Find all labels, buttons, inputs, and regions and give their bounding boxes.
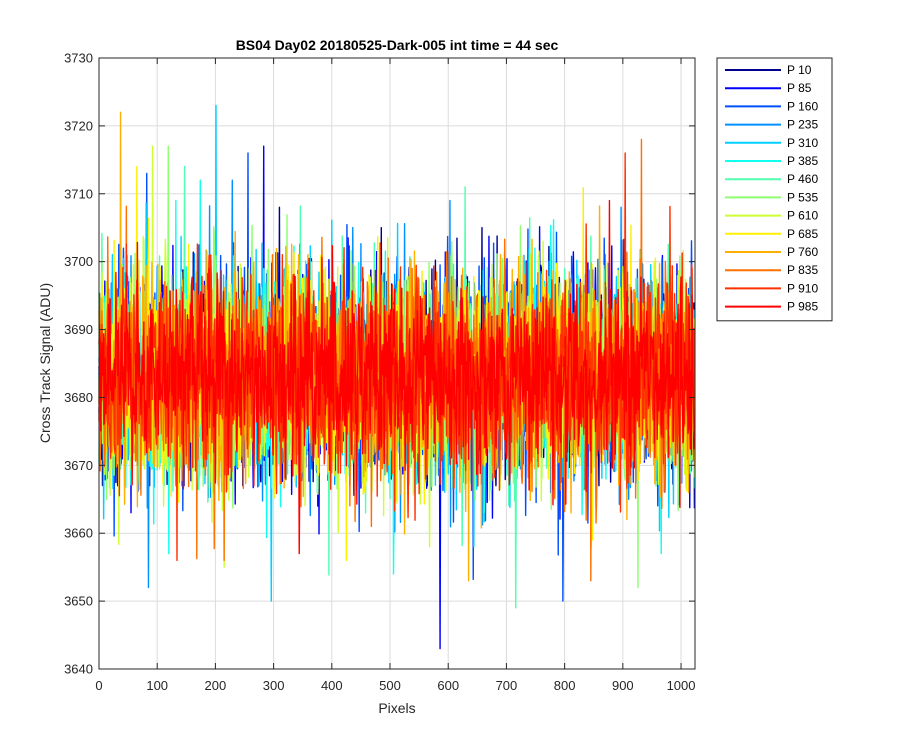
plot-frame xyxy=(98,57,696,670)
x-tick-label: 600 xyxy=(437,678,459,693)
series-lines xyxy=(98,104,696,650)
y-tick-label: 3670 xyxy=(64,458,93,473)
legend-entry: P 835 xyxy=(787,263,818,277)
legend-entry: P 160 xyxy=(787,99,818,113)
x-tick-label: 500 xyxy=(379,678,401,693)
y-tick-label: 3690 xyxy=(64,322,93,337)
y-tick-label: 3650 xyxy=(64,594,93,609)
legend-box xyxy=(716,57,833,322)
x-tick-label: 200 xyxy=(205,678,227,693)
legend-entry: P 385 xyxy=(787,154,818,168)
x-tick-label: 400 xyxy=(321,678,343,693)
legend-entry: P 985 xyxy=(787,300,818,314)
y-tick-label: 3680 xyxy=(64,390,93,405)
legend-entry: P 310 xyxy=(787,136,818,150)
y-tick-label: 3720 xyxy=(64,118,93,133)
y-tick-label: 3710 xyxy=(64,186,93,201)
y-axis-label: Cross Track Signal (ADU) xyxy=(37,283,53,443)
legend: P 10 P 85 P 160 P 235 P 310 P 385 P 460 P 535 P … xyxy=(716,57,833,322)
series-line-p-910 xyxy=(98,152,696,562)
x-tick-label: 700 xyxy=(496,678,518,693)
legend-entry: P 460 xyxy=(787,172,818,186)
x-tick-label: 100 xyxy=(146,678,168,693)
legend-entry: P 760 xyxy=(787,245,818,259)
y-tick-label: 3730 xyxy=(64,51,93,66)
legend-entry: P 235 xyxy=(787,118,818,132)
chart-title: BS04 Day02 20180525-Dark-005 int time = … xyxy=(236,37,559,53)
x-tick-label: 300 xyxy=(263,678,285,693)
legend-entry: P 685 xyxy=(787,227,818,241)
y-tick-label: 3640 xyxy=(64,662,93,677)
axis-ticks: 0 100 200 300 400 500 600 700 800 900 1000 3640 3650… xyxy=(64,51,695,694)
x-tick-label: 1000 xyxy=(667,678,696,693)
x-axis-label: Pixels xyxy=(378,700,415,716)
y-tick-label: 3700 xyxy=(64,254,93,269)
legend-entry: P 85 xyxy=(787,81,812,95)
series-line-p-985 xyxy=(98,199,696,555)
y-tick-label: 3660 xyxy=(64,526,93,541)
legend-entry: P 910 xyxy=(787,281,818,295)
x-tick-label: 0 xyxy=(95,678,102,693)
legend-entry: P 610 xyxy=(787,209,818,223)
legend-entry: P 535 xyxy=(787,190,818,204)
legend-entry: P 10 xyxy=(787,63,812,77)
x-tick-label: 800 xyxy=(554,678,576,693)
x-tick-label: 900 xyxy=(612,678,634,693)
